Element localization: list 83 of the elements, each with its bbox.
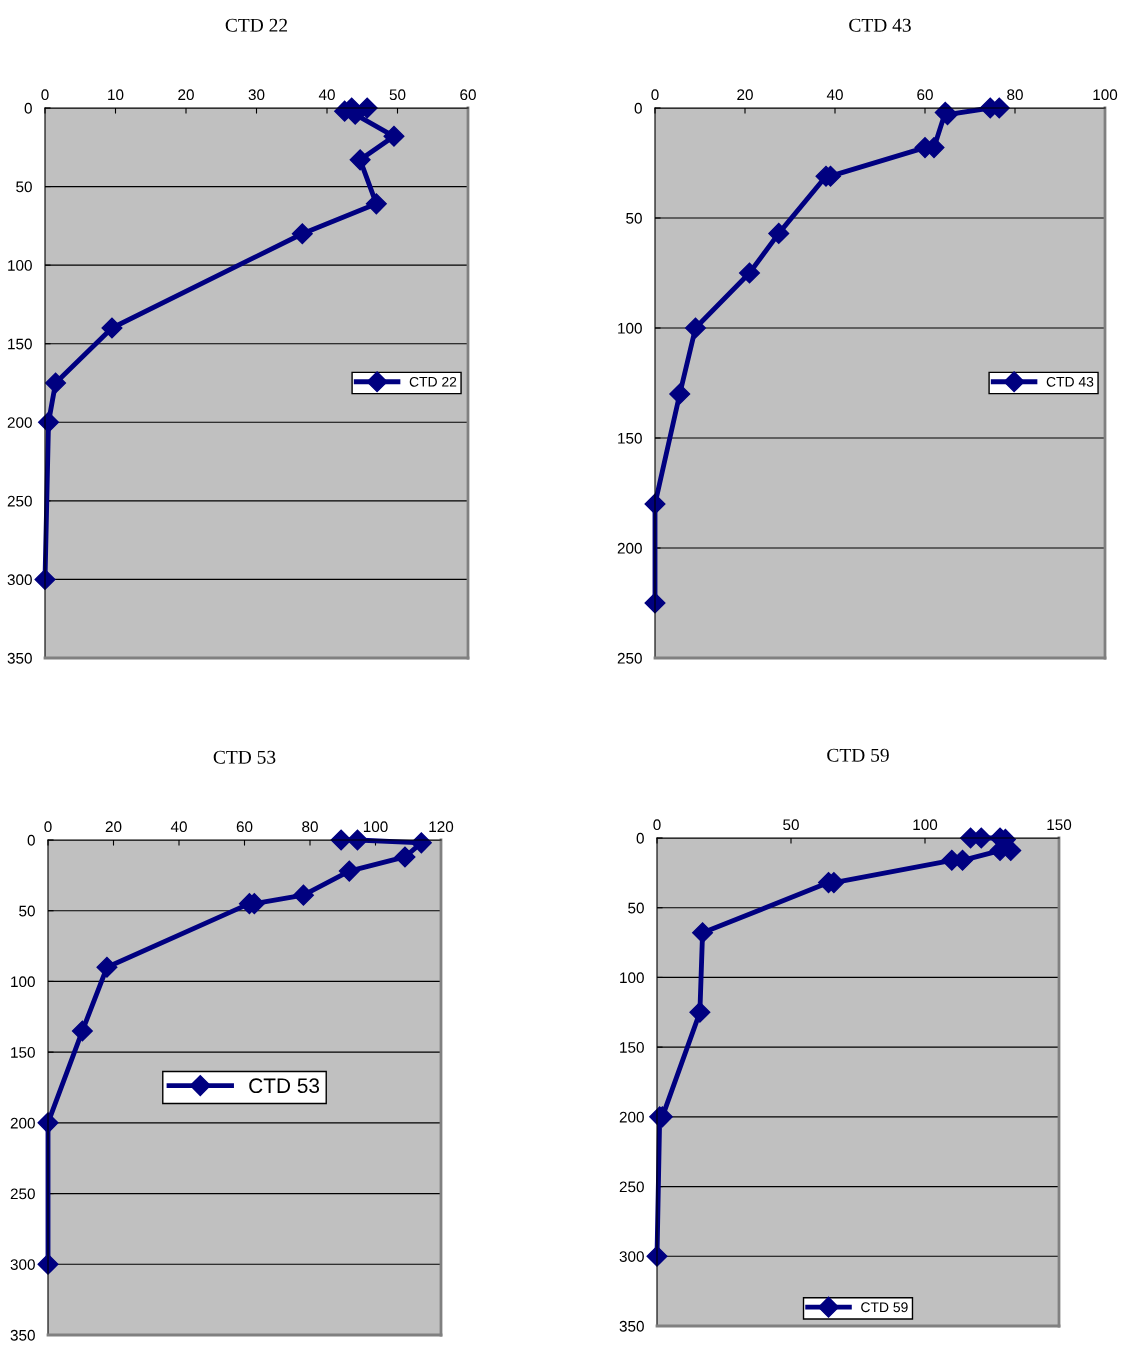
y-tick-label: 350 [7, 652, 32, 664]
x-tick-label: 120 [429, 821, 454, 833]
y-tick-label: 50 [16, 181, 32, 193]
x-tick-label: 30 [248, 89, 265, 101]
x-tick-label: 50 [783, 819, 799, 831]
x-tick-label: 10 [108, 89, 124, 101]
point [738, 262, 761, 284]
y-tick-label: 0 [636, 832, 644, 844]
legend-label: CTD 53 [249, 1078, 320, 1094]
point [646, 1245, 668, 1267]
y-tick-label: 100 [8, 260, 32, 271]
point [34, 568, 56, 590]
x-tick-label: 100 [913, 819, 938, 831]
y-tick-label: 200 [7, 417, 32, 428]
point [684, 317, 707, 339]
x-tick-label: 20 [105, 821, 122, 833]
point [292, 884, 314, 906]
x-tick-label: 150 [1047, 819, 1072, 831]
x-tick-label: 0 [44, 821, 52, 833]
x-tick-label: 60 [236, 821, 253, 833]
x-tick-label: 40 [826, 89, 843, 101]
x-tick-label: 80 [302, 821, 318, 833]
chart-title: CTD 59 [827, 748, 889, 762]
x-tick-label: 20 [737, 89, 753, 101]
point [768, 222, 790, 244]
y-tick-label: 150 [618, 432, 642, 444]
x-tick-label: 40 [318, 89, 335, 101]
point [689, 1001, 711, 1023]
y-tick-label: 200 [10, 1117, 35, 1129]
x-tick-label: 80 [1007, 89, 1023, 101]
y-tick-label: 0 [27, 834, 35, 846]
point [349, 149, 371, 171]
point [394, 846, 416, 868]
point [71, 1020, 93, 1042]
y-tick-label: 100 [618, 322, 642, 334]
point [692, 922, 714, 944]
y-tick-label: 350 [10, 1329, 35, 1341]
point [101, 317, 123, 339]
y-tick-label: 100 [11, 976, 35, 988]
point [669, 383, 691, 405]
x-tick-label: 0 [651, 89, 659, 101]
y-tick-label: 0 [634, 102, 642, 114]
y-tick-label: 350 [619, 1320, 644, 1332]
x-tick-label: 40 [170, 821, 187, 833]
x-tick-label: 100 [1093, 89, 1118, 101]
legend-label: CTD 43 [1046, 376, 1094, 387]
x-tick-label: 60 [460, 89, 476, 101]
point [45, 372, 67, 394]
point [383, 125, 405, 147]
y-tick-label: 250 [619, 1181, 644, 1193]
y-tick-label: 50 [626, 212, 642, 224]
x-tick-label: 20 [178, 89, 194, 101]
chart-title: CTD 43 [849, 18, 911, 32]
point [291, 223, 313, 245]
x-tick-label: 50 [389, 89, 406, 101]
x-tick-label: 0 [41, 89, 49, 101]
point [96, 956, 118, 978]
point [365, 193, 387, 215]
y-tick-label: 300 [10, 1259, 35, 1270]
y-tick-label: 200 [617, 542, 642, 554]
y-tick-label: 50 [19, 905, 35, 917]
point [38, 411, 60, 433]
x-tick-label: 60 [917, 89, 933, 101]
x-tick-label: 0 [653, 819, 661, 831]
y-tick-label: 200 [619, 1111, 644, 1123]
legend-label: CTD 22 [409, 376, 457, 387]
legend-label: CTD 59 [861, 1302, 908, 1313]
y-tick-label: 300 [619, 1251, 644, 1262]
chart-title: CTD 22 [225, 18, 288, 32]
y-tick-label: 250 [10, 1188, 35, 1200]
point [37, 1253, 59, 1275]
point [338, 860, 360, 882]
y-tick-label: 250 [617, 652, 642, 664]
y-tick-label: 150 [8, 338, 32, 350]
y-tick-label: 300 [7, 574, 32, 586]
y-tick-label: 150 [620, 1042, 644, 1053]
y-tick-label: 50 [628, 902, 644, 914]
y-tick-label: 250 [7, 495, 32, 507]
y-tick-label: 0 [24, 102, 32, 114]
y-tick-label: 100 [620, 972, 644, 984]
chart-title: CTD 53 [213, 750, 276, 764]
x-tick-label: 100 [363, 821, 388, 833]
y-tick-label: 150 [11, 1047, 35, 1058]
